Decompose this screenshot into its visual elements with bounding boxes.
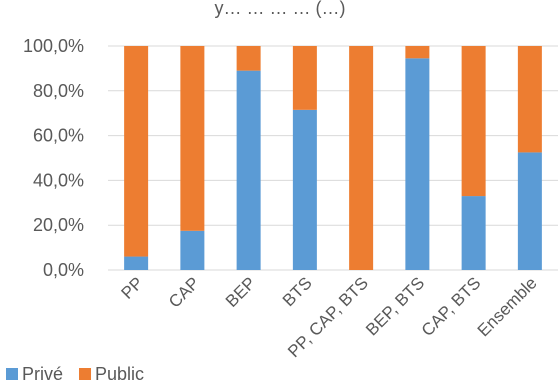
x-tick-label: Ensemble bbox=[474, 273, 541, 340]
x-tick-label: BEP bbox=[222, 273, 259, 310]
bar-segment bbox=[405, 58, 430, 270]
x-tick-label: CAP bbox=[165, 273, 203, 311]
bar-segment bbox=[180, 46, 205, 231]
bar-segment bbox=[236, 70, 261, 270]
bar-segment bbox=[292, 109, 317, 270]
y-tick-label: 60,0% bbox=[33, 126, 84, 146]
bar-segment bbox=[517, 46, 542, 153]
y-tick-label: 100,0% bbox=[23, 36, 84, 56]
bar-segment bbox=[461, 196, 486, 270]
bar-segment bbox=[180, 230, 205, 270]
bar-segment bbox=[124, 46, 149, 257]
x-tick-label: BEP, BTS bbox=[362, 273, 428, 339]
bar-segment bbox=[461, 46, 486, 197]
legend-swatch bbox=[79, 368, 92, 380]
gridlines bbox=[108, 45, 558, 271]
y-axis: 0,0% 20,0% 40,0% 60,0% 80,0% 100,0% bbox=[23, 36, 84, 280]
bars bbox=[124, 46, 542, 270]
bar-segment bbox=[292, 46, 317, 110]
y-tick-label: 80,0% bbox=[33, 81, 84, 101]
bar-segment bbox=[236, 46, 261, 71]
bar-segment bbox=[405, 46, 430, 59]
bar-segment bbox=[349, 46, 374, 270]
legend-label: Privé bbox=[22, 364, 63, 384]
x-tick-label: CAP, BTS bbox=[418, 273, 485, 340]
x-tick-label: PP bbox=[117, 273, 146, 302]
x-tick-label: BTS bbox=[279, 273, 316, 310]
bar-segment bbox=[124, 256, 149, 270]
bar-segment bbox=[517, 152, 542, 270]
legend-swatch bbox=[6, 368, 18, 380]
y-tick-label: 40,0% bbox=[33, 170, 84, 190]
chart-title: y… … … … (…) bbox=[215, 0, 346, 18]
legend-label: Public bbox=[95, 364, 144, 384]
legend: Privé Public bbox=[6, 364, 144, 384]
y-tick-label: 20,0% bbox=[33, 215, 84, 235]
y-tick-label: 0,0% bbox=[43, 260, 84, 280]
